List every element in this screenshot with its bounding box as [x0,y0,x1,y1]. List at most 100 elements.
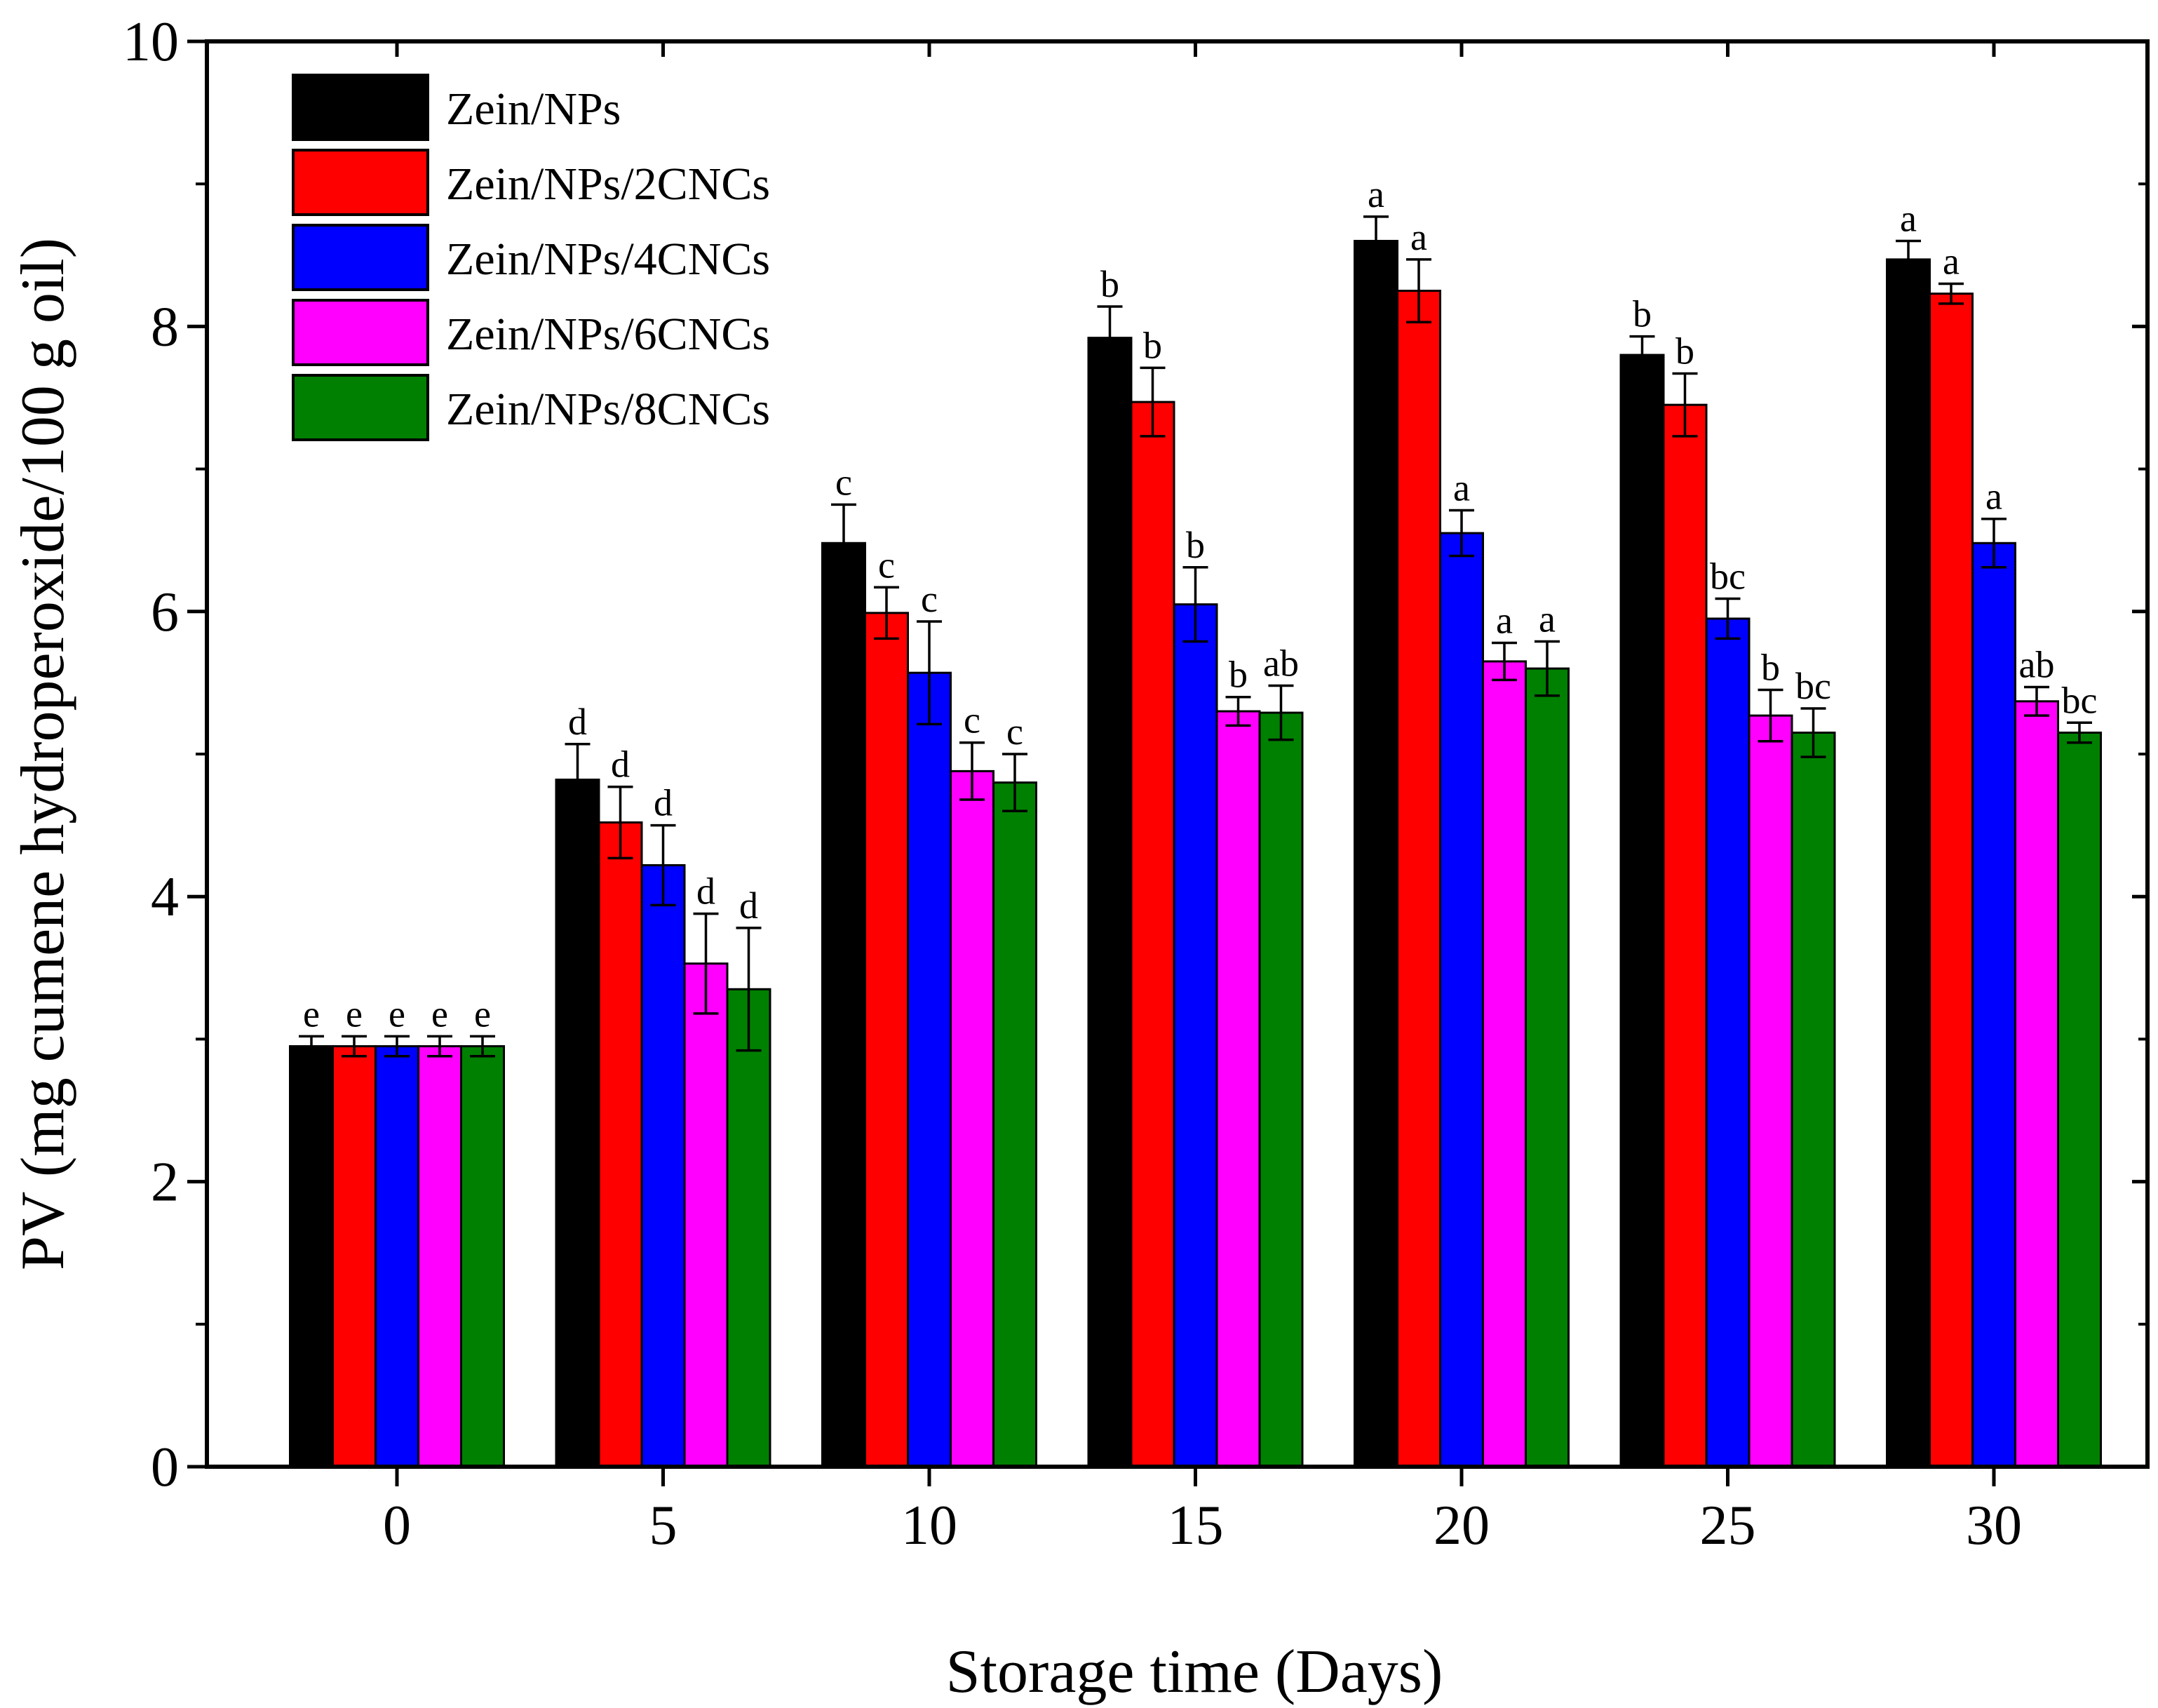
significance-label: b [1229,654,1248,696]
bar [1482,660,1527,1468]
legend-swatch [292,149,429,216]
y-tick-label: 4 [151,866,179,928]
bar [1619,354,1665,1468]
significance-label: bc [1710,556,1746,598]
legend-swatch [292,74,429,141]
legend-label: Zein/NPs/2CNCs [446,159,770,210]
significance-label: d [739,885,758,927]
significance-label: c [878,544,895,586]
bar [1791,732,1836,1468]
significance-label: d [696,870,715,913]
bar [417,1045,462,1468]
bar [907,671,952,1468]
bar [683,962,729,1468]
bars-layer [289,215,2102,1468]
x-tick-label: 20 [1434,1495,1490,1556]
significance-label: d [611,744,630,786]
y-tick-label: 8 [151,296,179,358]
bar [1439,532,1484,1468]
y-axis-title: PV (mg cumene hydroperoxide/100 g oil) [9,238,77,1270]
y-tick-label: 2 [151,1152,179,1213]
legend-swatch [292,299,429,366]
bar [1396,290,1441,1468]
x-tick-label: 5 [649,1495,677,1556]
bar [2057,732,2102,1468]
significance-label: a [1453,467,1470,509]
x-axis-title: Storage time (Days) [946,1638,1443,1706]
significance-label: d [568,701,587,743]
significance-label: c [964,699,980,741]
significance-label: a [1539,598,1556,640]
legend-label: Zein/NPs/6CNCs [446,309,770,360]
significance-label: b [1186,524,1205,566]
x-tick-label: 10 [901,1495,957,1556]
bar [1971,542,2016,1468]
legend-swatch [292,224,429,291]
legend-label: Zein/NPs [446,83,621,135]
bar [1258,711,1304,1468]
bar [1662,403,1708,1468]
bar [332,1045,377,1468]
bar [598,821,643,1468]
bar [1087,337,1133,1468]
significance-label: a [1410,216,1427,258]
legend-label: Zein/NPs/4CNCs [446,234,770,285]
bar [1215,710,1261,1468]
bar [1525,667,1570,1468]
bar [992,781,1037,1468]
significance-label: b [1100,263,1119,305]
significance-label: ab [1263,642,1299,684]
significance-label: b [1675,330,1694,372]
bar [375,1045,419,1468]
significance-label: d [654,782,673,824]
legend-swatch [292,374,429,441]
bar [460,1045,505,1468]
y-axis: 0 2 4 6 8 10 [123,11,2147,1498]
y-tick-label: 6 [151,581,179,643]
significance-label: b [1633,293,1652,335]
bar [1173,603,1218,1468]
significance-label: c [835,461,852,503]
x-tick-label: 0 [383,1495,411,1556]
significance-label: e [389,993,405,1035]
significance-label: a [1368,173,1384,215]
bar [640,863,686,1468]
significance-label: c [1006,711,1023,753]
bar [1354,239,1398,1468]
significance-label: e [303,993,320,1035]
significance-label: e [346,993,363,1035]
y-tick-label: 0 [151,1437,179,1498]
bar [1886,258,1931,1468]
bar [1929,292,1974,1468]
bar [821,542,866,1468]
significance-label: a [1943,240,1960,282]
legend: Zein/NPs Zein/NPs/2CNCs Zein/NPs/4CNCs Zein… [292,74,770,441]
legend-label: Zein/NPs/8CNCs [446,384,770,435]
significance-label: bc [1795,665,1831,707]
significance-label: ab [2019,643,2055,685]
bar [2014,700,2059,1468]
bar [289,1045,334,1468]
significance-label: c [921,578,938,620]
bar [1748,714,1793,1468]
x-tick-label: 25 [1700,1495,1756,1556]
y-tick-label: 10 [123,11,179,73]
bar [726,988,771,1468]
significance-label: a [1496,600,1513,642]
significance-label: a [1985,476,2002,518]
x-axis: 0 5 10 15 20 25 30 [383,41,2022,1556]
bar [950,769,994,1468]
bar [555,779,600,1468]
bar [1705,617,1751,1468]
bar [1130,401,1175,1468]
bar [864,612,909,1468]
significance-label: e [431,993,448,1035]
significance-label: e [474,993,491,1035]
significance-label: a [1900,197,1917,239]
significance-label: b [1761,647,1780,689]
x-tick-label: 30 [1966,1495,2022,1556]
significance-label: b [1143,324,1162,366]
significance-label: bc [2062,679,2098,721]
